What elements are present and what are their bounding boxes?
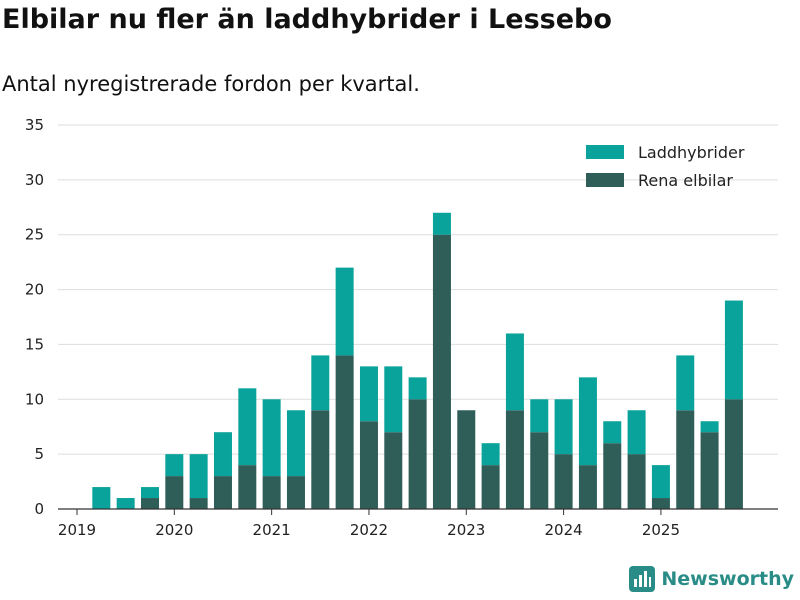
chart-subtitle: Antal nyregistrerade fordon per kvartal. (2, 72, 420, 96)
y-tick-label: 25 (25, 226, 44, 244)
bar-laddhybrider (651, 465, 670, 499)
bar-rena-elbilar (286, 476, 305, 509)
bar-laddhybrider (505, 333, 524, 411)
bar-laddhybrider (554, 399, 573, 455)
x-tick-label: 2020 (155, 521, 193, 539)
bar-laddhybrider (384, 366, 403, 433)
bar-laddhybrider (311, 355, 330, 411)
y-tick-label: 20 (25, 281, 44, 299)
x-axis: 2019 2020 2021 2022 2023 2024 2025 (58, 508, 778, 539)
y-tick-label: 5 (34, 445, 44, 463)
x-tick-label: 2021 (253, 521, 291, 539)
bar-laddhybrider (359, 366, 378, 422)
bar-rena-elbilar (140, 498, 159, 509)
bar-rena-elbilar (165, 476, 184, 509)
legend-swatch-rena-elbilar (586, 173, 624, 187)
legend-label-laddhybrider: Laddhybrider (638, 143, 745, 162)
legend-swatch-laddhybrider (586, 145, 624, 159)
bar-rena-elbilar (408, 399, 427, 509)
bar-rena-elbilar (311, 410, 330, 509)
bar-laddhybrider (481, 443, 500, 466)
bar-rena-elbilar (335, 355, 354, 509)
y-axis-ticks: 0 5 10 15 20 25 30 35 (25, 116, 44, 518)
y-tick-label: 15 (25, 335, 44, 353)
bar-laddhybrider (286, 410, 305, 477)
legend-label-rena-elbilar: Rena elbilar (638, 171, 733, 190)
bar-rena-elbilar (481, 465, 500, 509)
bar-rena-elbilar (189, 498, 208, 509)
bar-rena-elbilar (505, 410, 524, 509)
bar-laddhybrider (92, 487, 111, 509)
bar-rena-elbilar (262, 476, 281, 509)
bar-rena-elbilar (384, 432, 403, 509)
x-tick-label: 2022 (350, 521, 388, 539)
bar-rena-elbilar (676, 410, 695, 509)
bar-laddhybrider (627, 410, 646, 455)
y-tick-label: 35 (25, 116, 44, 134)
bar-laddhybrider (116, 498, 135, 509)
bar-rena-elbilar (724, 399, 743, 509)
x-tick-label: 2023 (447, 521, 485, 539)
bar-rena-elbilar (603, 443, 622, 509)
bar-rena-elbilar (238, 465, 257, 509)
bar-laddhybrider (603, 421, 622, 444)
bar-rena-elbilar (700, 432, 719, 509)
bar-laddhybrider (432, 212, 451, 235)
y-tick-label: 0 (34, 500, 44, 518)
bar-laddhybrider (262, 399, 281, 477)
y-tick-label: 30 (25, 171, 44, 189)
bar-laddhybrider (165, 454, 184, 477)
bar-rena-elbilar (359, 421, 378, 509)
bar-rena-elbilar (457, 410, 476, 509)
bar-laddhybrider (676, 355, 695, 411)
bar-laddhybrider (189, 454, 208, 499)
bar-rena-elbilar (578, 465, 597, 509)
bar-laddhybrider (578, 377, 597, 466)
brand-logo: Newsworthy (629, 566, 794, 592)
bar-laddhybrider (724, 300, 743, 400)
bar-laddhybrider (700, 421, 719, 433)
bar-rena-elbilar (554, 454, 573, 509)
bar-laddhybrider (213, 432, 232, 477)
newsworthy-logo-icon (629, 566, 656, 592)
bar-rena-elbilar (651, 498, 670, 509)
x-tick-label: 2019 (58, 521, 96, 539)
bar-laddhybrider (530, 399, 549, 433)
x-tick-label: 2025 (642, 521, 680, 539)
bar-laddhybrider (238, 388, 257, 466)
bar-laddhybrider (335, 267, 354, 356)
brand-name: Newsworthy (661, 568, 794, 590)
bar-rena-elbilar (432, 234, 451, 509)
bar-rena-elbilar (530, 432, 549, 509)
bar-rena-elbilar (627, 454, 646, 509)
legend: Laddhybrider Rena elbilar (586, 143, 745, 190)
x-tick-label: 2024 (545, 521, 583, 539)
chart-title: Elbilar nu fler än laddhybrider i Lesseb… (2, 4, 612, 35)
y-tick-label: 10 (25, 390, 44, 408)
bars (92, 212, 743, 509)
bar-laddhybrider (408, 377, 427, 400)
bar-laddhybrider (140, 487, 159, 499)
bar-rena-elbilar (213, 476, 232, 509)
